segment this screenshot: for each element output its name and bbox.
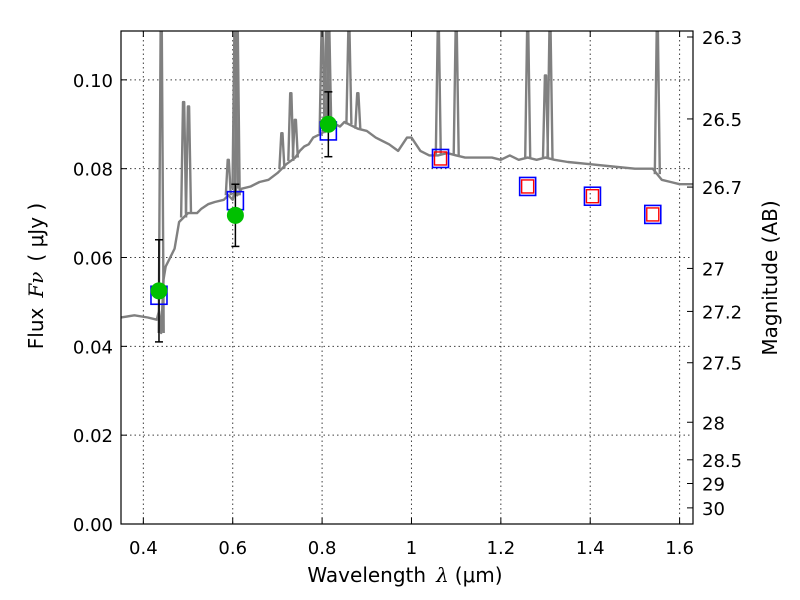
x-tick-label: 1.2 [487,538,516,559]
marker-layer [150,91,662,343]
observed-point [150,282,168,300]
emission-line [524,31,532,158]
y-tick-label: 0.10 [73,71,113,92]
x-axis-title: Wavelength λ (μm) [307,563,502,587]
y-tick-label: 0.00 [73,515,113,536]
magnitude-axis: 26.3 26.5 26.7 27 27.2 27.5 28 28.529 30 [687,28,742,520]
model-point-red [646,207,660,222]
emission-line [184,105,193,214]
emission-line [546,31,554,159]
model-point-red [433,151,448,166]
magnitude-axis-title: Magnitude (AB) [758,200,782,355]
x-tick-label: 0.4 [129,538,158,559]
plot-frame [120,30,694,525]
emission-line [318,31,326,134]
magnitude-tick-label: 27.2 [702,302,742,323]
y-axis-title: FluxFν( μJy ) [24,203,48,349]
x-tick-label: 0.6 [218,538,247,559]
y-tick-label: 0.02 [73,426,113,447]
x-tick-label: 1 [406,538,417,559]
model-point-blue [431,148,450,169]
emission-line [434,31,442,156]
emission-line [224,158,232,196]
emission-line [233,31,241,196]
emission-line [291,118,299,158]
emission-line [345,31,353,125]
y-tick-label: 0.04 [73,337,113,358]
magnitude-tick-label: 28.5 [702,451,742,472]
x-axis: 0.4 0.6 0.8 1 1.2 1.4 1.6 [129,31,694,559]
emission-line [325,31,333,129]
observed-point [319,115,337,133]
model-point-blue [643,204,662,225]
model-point-blue [518,176,537,197]
magnitude-tick-label: 26.5 [702,110,742,131]
model-point-blue [583,186,602,207]
x-tick-label: 1.6 [665,538,694,559]
emission-line [287,92,295,161]
emission-line [157,31,165,334]
emission-line [354,92,362,129]
emission-line [179,100,188,218]
emission-line [452,31,460,156]
magnitude-tick-label: 27 [702,259,725,280]
magnitude-tick-label: 26.7 [702,178,742,199]
model-point-red [585,189,600,204]
magnitude-tick-label: 26.3 [702,28,742,49]
model-point-red [520,179,535,194]
y-tick-label: 0.08 [73,160,113,181]
magnitude-tick-label: 27.5 [702,354,742,375]
y-axis: 0.00 0.02 0.04 0.06 0.08 0.10 [73,71,127,536]
emission-line [278,132,286,169]
magnitude-tick-label: 30 [702,499,725,520]
emission-line [653,31,661,175]
x-tick-label: 0.8 [308,538,337,559]
y-tick-label: 0.06 [73,249,113,270]
x-tick-label: 1.4 [576,538,605,559]
magnitude-tick-label: 29 [702,474,725,495]
magnitude-tick-label: 28 [702,413,725,434]
observed-point [226,206,244,224]
